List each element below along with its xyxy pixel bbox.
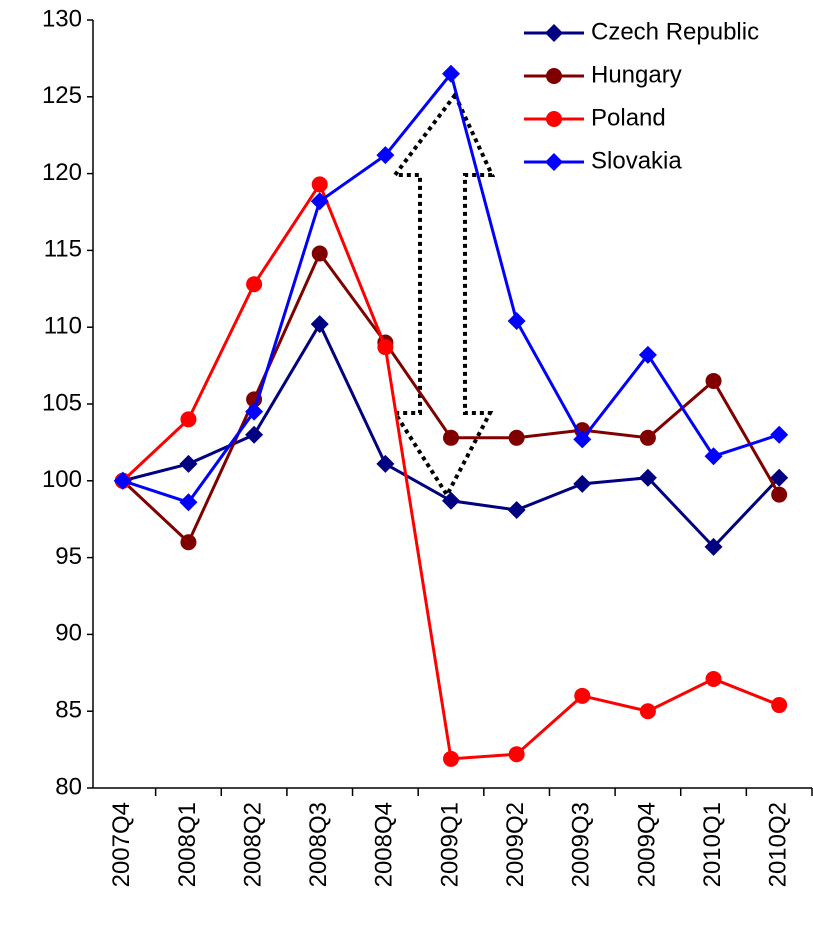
x-tick-label: 2009Q2 [502,802,529,887]
y-tick-label: 80 [55,773,82,800]
y-tick-label: 120 [42,159,82,186]
arrow-annotation [391,91,496,499]
y-tick-label: 110 [44,313,82,340]
marker [180,534,197,551]
marker [442,64,460,83]
marker [245,425,264,444]
marker [376,146,395,165]
legend-item: Slovakia [524,147,682,174]
y-tick-label: 90 [55,620,82,647]
y-tick-label: 130 [42,5,82,32]
legend-label: Slovakia [591,147,682,174]
y-tick-label: 85 [55,697,82,724]
marker [546,68,562,84]
marker [443,750,459,767]
marker [639,429,656,446]
y-tick-label: 100 [42,466,82,493]
marker [179,454,198,473]
marker [770,468,789,487]
x-tick-label: 2007Q4 [108,802,135,887]
legend-item: Poland [524,104,666,131]
marker [574,687,591,704]
marker [705,670,722,687]
marker [442,491,460,510]
y-tick-label: 115 [44,236,82,263]
x-tick-label: 2009Q4 [633,802,660,887]
marker [770,425,789,444]
x-tick-label: 2009Q3 [568,802,595,887]
marker [705,372,722,389]
marker [179,493,198,512]
marker [507,312,526,331]
x-tick-label: 2008Q4 [371,802,398,887]
marker [377,339,394,356]
x-tick-label: 2008Q3 [305,802,332,887]
marker [638,468,657,487]
marker [546,111,562,127]
marker [180,411,197,428]
marker [246,276,263,293]
marker [245,402,264,421]
marker [704,447,723,466]
y-tick-label: 105 [42,389,82,416]
marker [573,430,592,449]
marker [311,245,328,262]
y-tick-label: 95 [55,543,82,570]
x-tick-label: 2010Q1 [699,802,726,887]
legend-item: Hungary [524,61,682,88]
marker [310,192,329,211]
marker [508,429,525,446]
marker [113,471,132,490]
x-tick-label: 2008Q1 [174,802,201,887]
x-tick-label: 2009Q1 [436,802,463,887]
marker [311,176,328,193]
marker [507,500,526,519]
marker [310,315,329,334]
x-tick-label: 2008Q2 [239,802,266,887]
marker [376,454,395,473]
x-tick-label: 2010Q2 [765,802,792,887]
legend-label: Poland [591,104,666,131]
marker [443,429,459,446]
legend-label: Hungary [591,61,682,88]
marker [545,153,563,171]
marker [704,537,723,556]
marker [573,474,592,493]
series [114,176,788,767]
marker [771,697,788,714]
marker [545,24,563,42]
marker [771,486,788,503]
y-tick-label: 125 [42,82,82,109]
marker [639,703,656,720]
series [113,64,789,512]
legend-item: Czech Republic [524,18,759,45]
marker [508,746,525,763]
marker [638,345,657,364]
legend-label: Czech Republic [591,18,759,45]
